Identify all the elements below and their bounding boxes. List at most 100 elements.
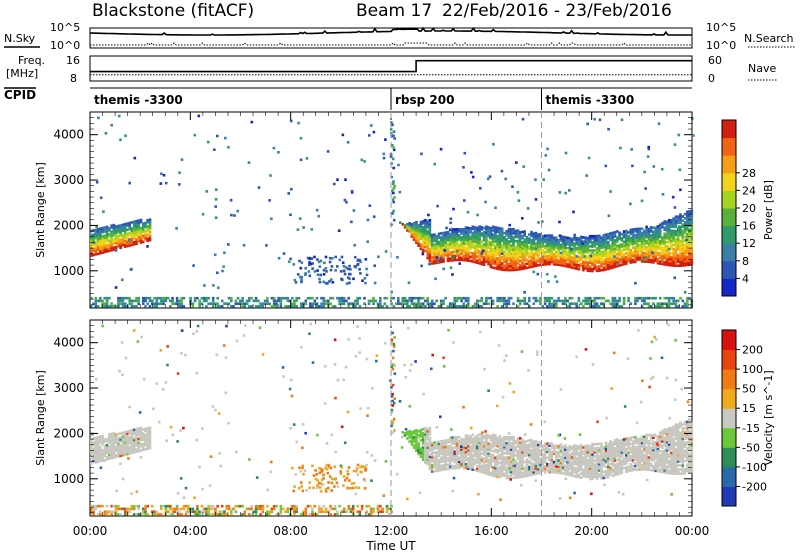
scatter-cell [518, 267, 522, 271]
scatter-cell [534, 235, 538, 239]
ground-scatter-cell [279, 299, 283, 303]
scatter-cell [681, 231, 685, 235]
scatter-cell [541, 253, 545, 256]
column-cell [392, 130, 396, 133]
scatter-cell [415, 237, 418, 240]
scatter-cell [636, 241, 639, 245]
scatter-cell [541, 255, 545, 258]
scatter-cell [94, 230, 98, 234]
scatter-cell [121, 447, 125, 451]
scatter-cell [607, 234, 610, 238]
sparse-cell [671, 195, 675, 199]
scatter-cell [688, 228, 691, 232]
ground-scatter-cell [602, 296, 606, 300]
scatter-cell [469, 459, 472, 463]
ground-scatter-cell [119, 299, 122, 303]
scatter-cell [137, 229, 140, 233]
scatter-cell [550, 244, 554, 248]
scatter-cell [690, 225, 694, 229]
scatter-cell [602, 258, 606, 261]
scatter-cell [681, 247, 685, 251]
scatter-cell [430, 233, 434, 237]
scatter-cell [548, 242, 551, 245]
scatter-cell [516, 253, 520, 257]
scatter-cell [469, 441, 472, 444]
ground-scatter-cell [261, 302, 265, 305]
scatter-cell [575, 236, 578, 240]
colorbar-tick-label: 24 [742, 184, 756, 197]
scatter-cell [478, 249, 481, 253]
scatter-cell [433, 459, 436, 463]
scatter-cell [467, 442, 470, 446]
ground-scatter-cell [135, 299, 138, 303]
ground-scatter-cell [153, 513, 156, 516]
scatter-cell [656, 247, 660, 251]
column-cell [391, 198, 395, 202]
cluster-cell [300, 278, 303, 282]
scatter-cell [139, 432, 143, 436]
scatter-cell [146, 221, 149, 224]
scatter-cell [672, 235, 675, 239]
scatter-cell [112, 435, 116, 439]
ground-scatter-cell [164, 504, 168, 508]
scatter-cell [647, 244, 651, 247]
scatter-cell [631, 240, 635, 243]
sparse-cell [205, 190, 209, 193]
scatter-cell [467, 245, 470, 248]
cluster-cell [358, 258, 361, 262]
ground-scatter-cell [327, 299, 330, 303]
scatter-cell [435, 453, 438, 456]
scatter-cell [512, 254, 515, 257]
scatter-cell [555, 259, 558, 262]
scatter-cell [126, 244, 129, 248]
scatter-cell [496, 442, 499, 446]
ground-scatter-cell [586, 296, 590, 300]
scatter-cell [686, 251, 689, 254]
scatter-cell [114, 449, 118, 453]
scatter-cell [518, 461, 522, 465]
scatter-cell [537, 247, 540, 251]
scatter-cell [453, 466, 457, 470]
ground-scatter-cell [196, 296, 199, 300]
scatter-cell [516, 256, 520, 259]
ground-scatter-cell [658, 305, 662, 308]
ground-scatter-cell [406, 302, 409, 305]
ground-scatter-cell [451, 302, 454, 305]
scatter-cell [446, 449, 450, 452]
scatter-cell [453, 230, 457, 233]
scatter-cell [507, 244, 511, 247]
ground-scatter-cell [169, 513, 172, 516]
scatter-cell [512, 442, 515, 445]
scatter-cell [119, 226, 122, 229]
scatter-cell [421, 436, 425, 439]
scatter-cell [584, 258, 587, 262]
scatter-cell [683, 227, 687, 230]
scatter-cell [665, 232, 669, 236]
scatter-cell [525, 262, 529, 265]
scatter-cell [146, 437, 149, 440]
nsky-label: N.Sky [4, 32, 36, 45]
scatter-cell [672, 256, 675, 259]
ground-scatter-cell [570, 296, 574, 300]
scatter-cell [462, 238, 466, 241]
scatter-cell [521, 440, 524, 444]
scatter-cell [446, 251, 450, 254]
scatter-cell [428, 255, 432, 259]
scatter-cell [467, 446, 470, 450]
sparse-cell [92, 241, 96, 245]
scatter-cell [437, 448, 441, 452]
sparse-cell [366, 218, 370, 222]
scatter-cell [469, 237, 472, 240]
cluster-cell [293, 278, 297, 282]
ground-scatter-cell [288, 507, 292, 511]
scatter-cell [534, 450, 538, 453]
scatter-cell [424, 223, 427, 226]
ground-scatter-cell [546, 296, 549, 300]
scatter-cell [620, 253, 624, 256]
scatter-cell [505, 266, 508, 270]
scatter-cell [489, 226, 493, 230]
scatter-cell [137, 437, 140, 441]
ground-scatter-cell [665, 296, 669, 300]
ground-scatter-cell [103, 510, 107, 513]
scatter-cell [105, 227, 109, 231]
